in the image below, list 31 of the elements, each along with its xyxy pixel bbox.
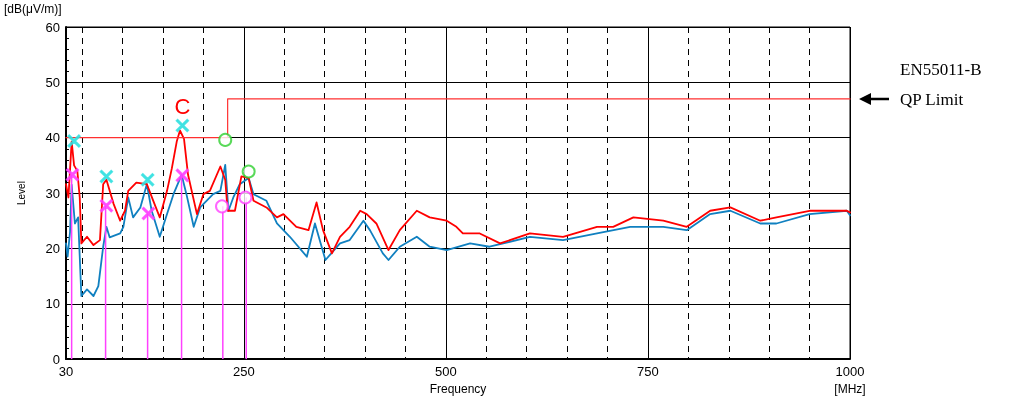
point: [67, 134, 81, 148]
y-tick-label: 10: [45, 296, 60, 312]
point: [140, 173, 155, 187]
point: [141, 206, 156, 221]
point: [175, 168, 190, 183]
point: [99, 169, 114, 184]
point: [99, 199, 114, 213]
y-axis-title: Level: [15, 181, 27, 205]
y-tick-label: 30: [45, 185, 60, 201]
y-tick-label: 40: [45, 130, 60, 146]
point: [175, 118, 190, 133]
point: [218, 132, 233, 147]
y-tick-label: 50: [45, 74, 60, 90]
line-series: [65, 163, 851, 297]
x-tick-label: 750: [637, 364, 659, 380]
y-tick-label: 0: [52, 351, 60, 367]
x-tick-label: 500: [435, 364, 457, 380]
y-tick-label: 20: [45, 240, 60, 256]
point: [241, 164, 256, 179]
x-axis-title: Frequency: [429, 382, 487, 396]
x-tick-label: 30: [58, 364, 74, 380]
text: [dB(μV/m)]: [4, 2, 62, 16]
text: [MHz]: [834, 382, 866, 397]
x-tick-label: 250: [232, 364, 255, 380]
annotation: C: [174, 94, 191, 120]
point: [65, 168, 80, 182]
y-tick-label: 60: [45, 19, 60, 35]
point: [238, 190, 253, 205]
x-tick-label: 1000: [835, 364, 865, 380]
text: EN55011-B QP Limit: [900, 60, 986, 110]
point: [215, 199, 229, 214]
